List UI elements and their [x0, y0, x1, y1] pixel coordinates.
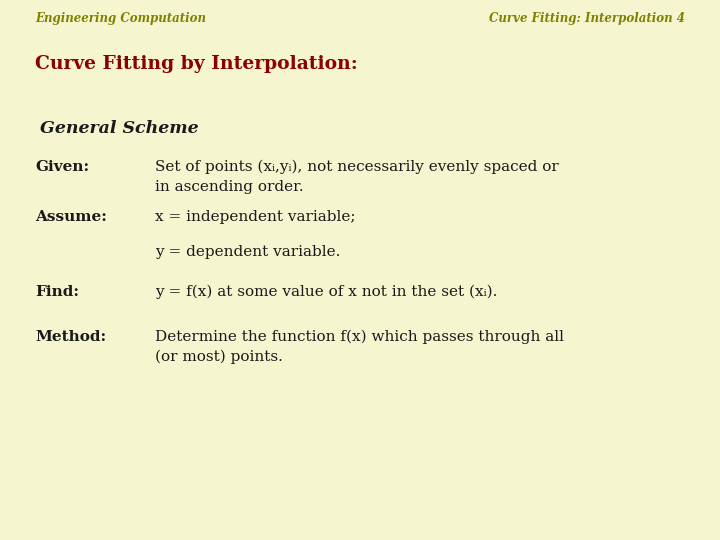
Text: Method:: Method: — [35, 330, 106, 344]
Text: General Scheme: General Scheme — [40, 120, 199, 137]
Text: Find:: Find: — [35, 285, 79, 299]
Text: Assume:: Assume: — [35, 210, 107, 224]
Text: Curve Fitting: Interpolation 4: Curve Fitting: Interpolation 4 — [489, 12, 685, 25]
Text: (or most) points.: (or most) points. — [155, 350, 283, 364]
Text: Curve Fitting by Interpolation:: Curve Fitting by Interpolation: — [35, 55, 358, 73]
Text: y = f(x) at some value of x not in the set (xᵢ).: y = f(x) at some value of x not in the s… — [155, 285, 498, 299]
Text: Given:: Given: — [35, 160, 89, 174]
Text: in ascending order.: in ascending order. — [155, 180, 304, 194]
Text: Set of points (xᵢ,yᵢ), not necessarily evenly spaced or: Set of points (xᵢ,yᵢ), not necessarily e… — [155, 160, 559, 174]
Text: x = independent variable;: x = independent variable; — [155, 210, 356, 224]
Text: Engineering Computation: Engineering Computation — [35, 12, 206, 25]
Text: Determine the function f(x) which passes through all: Determine the function f(x) which passes… — [155, 330, 564, 345]
Text: y = dependent variable.: y = dependent variable. — [155, 245, 341, 259]
